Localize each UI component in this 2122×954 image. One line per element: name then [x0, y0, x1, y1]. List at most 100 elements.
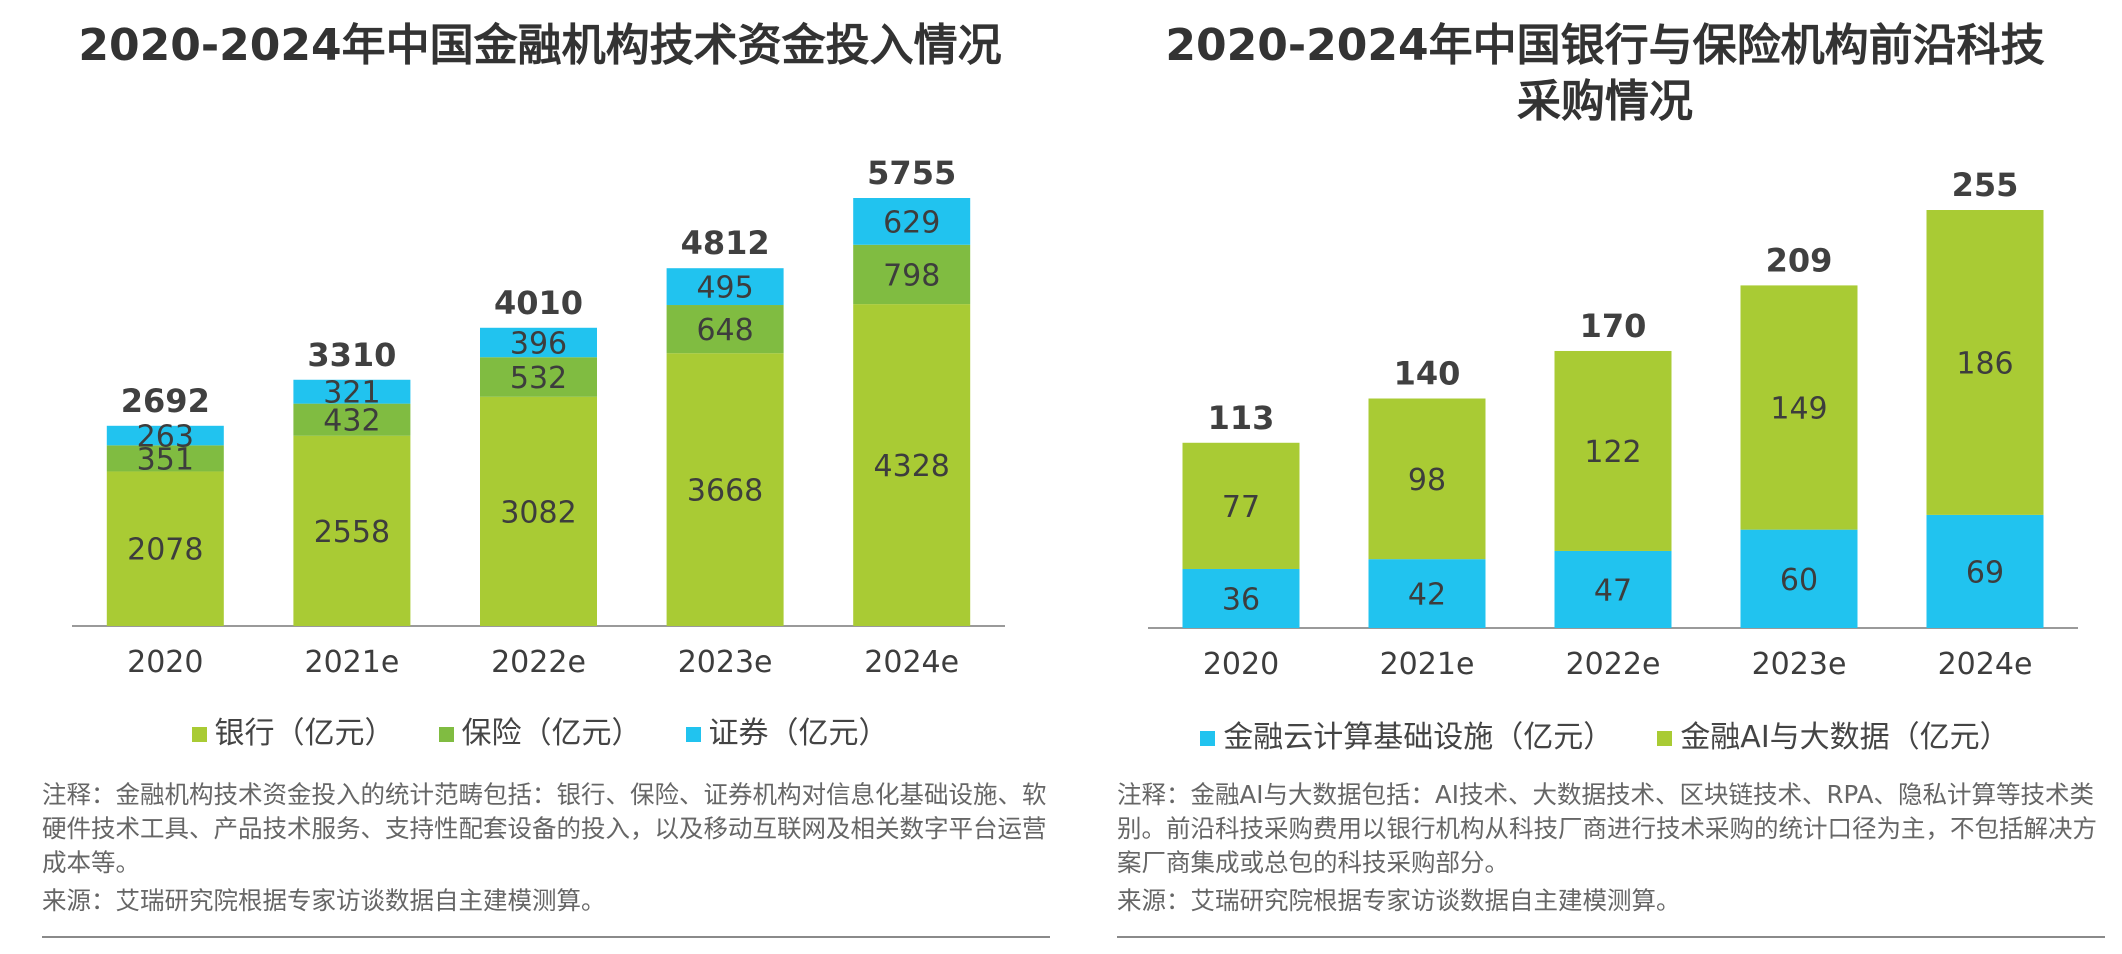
bar-segment-0-4-1 [853, 244, 971, 305]
bar-segment-1-3-1 [1740, 285, 1858, 530]
source-right: 来源：艾瑞研究院根据专家访谈数据自主建模测算。 [1117, 886, 1681, 915]
source-left: 来源：艾瑞研究院根据专家访谈数据自主建模测算。 [42, 886, 606, 915]
bar-segment-0-1-2 [293, 379, 411, 404]
total-label: 140 [1394, 355, 1461, 393]
bar-segment-0-2-2 [480, 327, 597, 358]
total-label: 3310 [307, 336, 396, 374]
total-label: 2692 [121, 382, 210, 420]
data-label: 42 [1408, 578, 1446, 613]
legend-label: 证券（亿元） [708, 716, 889, 751]
bar-segment-0-3-1 [666, 305, 784, 354]
legend-swatch [685, 727, 701, 742]
bar-segment-1-0-1 [1182, 442, 1300, 569]
data-label: 2078 [127, 533, 203, 568]
bar-segment-0-0-1 [106, 445, 224, 472]
legend-label: 银行（亿元） [214, 716, 395, 751]
total-label: 255 [1952, 166, 2019, 204]
bar-segment-1-2-1 [1554, 350, 1672, 551]
legend-swatch [191, 727, 207, 742]
data-label: 4328 [874, 449, 950, 484]
x-tick-label: 2020 [127, 645, 203, 680]
bar-segment-0-1-1 [293, 403, 411, 436]
data-label: 47 [1594, 573, 1632, 608]
legend-swatch [438, 727, 454, 742]
chart-title-right: 2020-2024年中国银行与保险机构前沿科技 采购情况 [1105, 18, 2105, 130]
bar-segment-1-1-0 [1368, 559, 1486, 628]
legend-item: 证券（亿元） [685, 708, 889, 752]
x-tick-label: 2022e [1566, 647, 1661, 682]
legend-swatch [1657, 731, 1673, 746]
bar-segment-0-2-0 [480, 396, 597, 626]
total-label: 209 [1766, 241, 1833, 279]
chart-panel-left: 2020-2024年中国金融机构技术资金投入情况 2078 351 263 2692 2… [30, 0, 1050, 954]
data-label: 321 [323, 376, 380, 411]
data-label: 495 [696, 271, 753, 306]
x-tick-label: 2024e [1938, 647, 2033, 682]
data-label: 629 [883, 205, 940, 240]
chart-right-svg: 36 77 113 2020 42 98 140 2021e 47 122 170 2022e 60 14… [1148, 166, 2078, 682]
bar-segment-1-1-1 [1368, 398, 1486, 560]
bar-segment-1-4-0 [1926, 514, 2044, 628]
bar-segment-0-4-2 [853, 198, 971, 245]
x-tick-label: 2021e [304, 645, 399, 680]
x-tick-label: 2023e [678, 645, 773, 680]
legend-item: 金融云计算基础设施（亿元） [1200, 712, 1613, 756]
total-label: 113 [1208, 399, 1275, 437]
data-label: 798 [883, 258, 940, 293]
data-label: 2558 [314, 515, 390, 550]
bar-segment-0-0-0 [106, 471, 224, 626]
total-label: 170 [1580, 307, 1647, 345]
data-label: 186 [1956, 346, 2013, 381]
data-label: 69 [1966, 555, 2004, 590]
chart-panel-right: 2020-2024年中国银行与保险机构前沿科技 采购情况 36 77 113 2020… [1105, 0, 2105, 954]
x-tick-label: 2020 [1203, 647, 1279, 682]
legend-label: 保险（亿元） [461, 716, 642, 751]
total-label: 5755 [867, 154, 956, 192]
legend-label: 金融AI与大数据（亿元） [1680, 720, 2010, 755]
x-tick-label: 2023e [1752, 647, 1847, 682]
data-label: 648 [696, 313, 753, 348]
bar-segment-1-4-1 [1926, 210, 2044, 515]
data-label: 98 [1408, 463, 1446, 498]
data-label: 351 [137, 442, 194, 477]
chart-title-left: 2020-2024年中国金融机构技术资金投入情况 [78, 20, 1002, 71]
divider-left [42, 936, 1050, 938]
x-tick-label: 2024e [864, 645, 959, 680]
data-label: 122 [1584, 435, 1641, 470]
legend-item: 保险（亿元） [438, 708, 642, 752]
divider-right [1117, 936, 2105, 938]
bar-segment-0-1-0 [293, 435, 411, 626]
bar-segment-0-4-0 [853, 304, 971, 626]
data-label: 532 [510, 361, 567, 396]
note-left: 注释：金融机构技术资金投入的统计范畴包括：银行、保险、证券机构对信息化基础设施、… [42, 780, 1047, 877]
legend-swatch [1200, 731, 1216, 746]
bar-segment-0-2-1 [480, 357, 597, 397]
total-label: 4812 [681, 224, 770, 262]
note-right: 注释：金融AI与大数据包括：AI技术、大数据技术、区块链技术、RPA、隐私计算等… [1117, 780, 2097, 877]
legend-right: 金融云计算基础设施（亿元） 金融AI与大数据（亿元） [1105, 712, 2105, 756]
legend-item: 银行（亿元） [191, 708, 395, 752]
bar-segment-1-3-0 [1740, 529, 1858, 628]
chart-title-right-line2: 采购情况 [1517, 76, 1693, 127]
bar-segment-1-2-0 [1554, 550, 1672, 628]
bar-segment-1-0-0 [1182, 568, 1300, 628]
data-label: 396 [510, 327, 567, 362]
bar-segment-0-0-2 [106, 425, 224, 446]
legend-label: 金融云计算基础设施（亿元） [1223, 720, 1614, 755]
data-label: 3082 [500, 495, 576, 530]
data-label: 36 [1222, 582, 1260, 617]
data-label: 432 [323, 404, 380, 439]
data-label: 263 [137, 420, 194, 455]
total-label: 4010 [494, 284, 583, 322]
bar-segment-0-3-0 [666, 353, 784, 626]
data-label: 3668 [687, 474, 763, 509]
chart-title-right-line1: 2020-2024年中国银行与保险机构前沿科技 [1165, 20, 2045, 71]
legend-item: 金融AI与大数据（亿元） [1657, 712, 2010, 756]
legend-left: 银行（亿元） 保险（亿元） 证券（亿元） [30, 708, 1050, 752]
bar-segment-0-3-2 [666, 268, 784, 306]
data-label: 149 [1770, 392, 1827, 427]
data-label: 77 [1222, 490, 1260, 525]
x-tick-label: 2022e [491, 645, 586, 680]
x-tick-label: 2021e [1380, 647, 1475, 682]
